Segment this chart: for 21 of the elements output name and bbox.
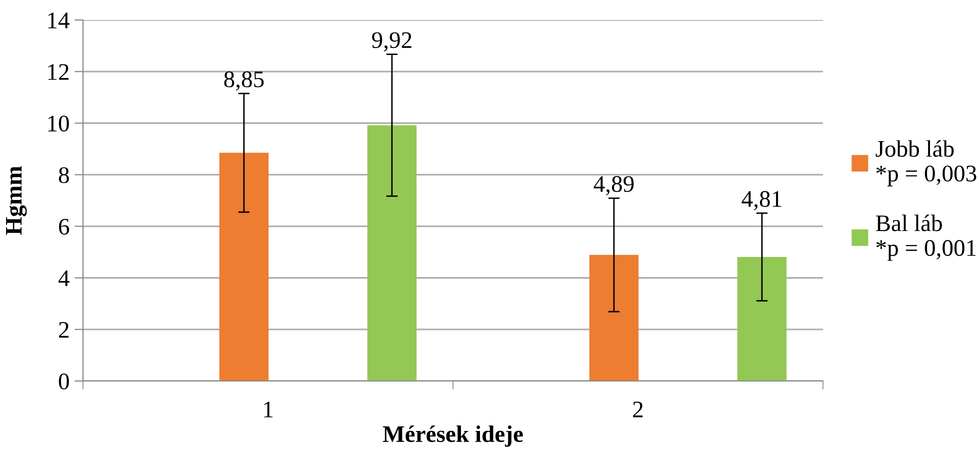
y-tick-label: 10 (48, 116, 69, 132)
y-tick-label: 0 (58, 373, 69, 390)
legend-label: Jobb láb *p = 0,003 (876, 140, 976, 186)
x-tick-label: 1 (264, 402, 272, 418)
data-label: 4,81 (742, 191, 782, 210)
x-axis-title: Mérések ideje (382, 425, 523, 447)
y-tick-label: 14 (48, 12, 70, 28)
bar (589, 254, 639, 381)
legend-label: Bal láb *p = 0,001 (876, 214, 976, 261)
data-label: 9,92 (372, 32, 412, 52)
data-label: 8,85 (224, 71, 264, 91)
y-tick-label: 4 (58, 270, 70, 286)
data-label: 4,89 (594, 176, 634, 196)
bar (219, 152, 269, 381)
y-tick-label: 12 (48, 64, 69, 80)
y-axis-title: Hgmm (6, 166, 27, 235)
bar (737, 256, 787, 381)
y-tick-label: 8 (58, 167, 69, 184)
y-tick-label: 6 (59, 218, 70, 235)
bar (367, 125, 417, 381)
y-tick-label: 2 (59, 322, 69, 338)
